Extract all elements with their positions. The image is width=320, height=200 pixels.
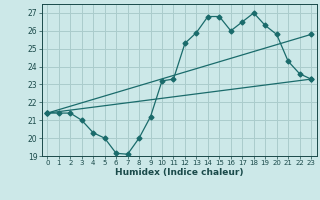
- X-axis label: Humidex (Indice chaleur): Humidex (Indice chaleur): [115, 168, 244, 177]
